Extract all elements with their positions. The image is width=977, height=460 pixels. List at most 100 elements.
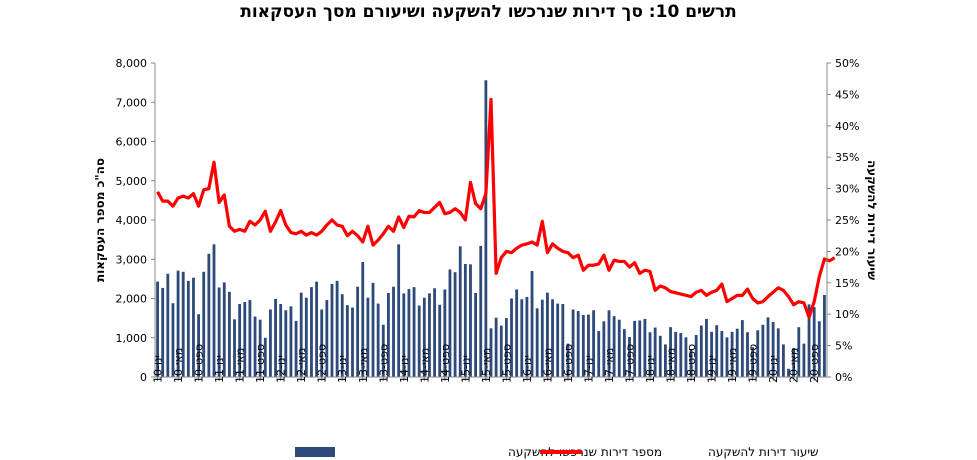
x-tick-label: ינו-11 xyxy=(213,355,226,383)
bar xyxy=(807,304,811,377)
bar xyxy=(510,298,513,377)
x-tick-label: ינו-12 xyxy=(275,355,288,383)
bar xyxy=(612,316,616,377)
left-tick-label: 8,000 xyxy=(116,57,148,70)
x-tick-label: ינו-17 xyxy=(583,355,596,383)
bar xyxy=(499,325,503,377)
x-tick-label: ספט-10 xyxy=(193,344,206,383)
bar xyxy=(633,320,637,377)
bar xyxy=(761,324,765,377)
bar xyxy=(207,253,211,377)
bar xyxy=(474,293,478,377)
bar xyxy=(766,317,770,377)
x-tick-label: מאי-10 xyxy=(172,348,185,383)
x-tick-label: ספט-16 xyxy=(562,344,575,383)
bar xyxy=(504,318,508,377)
right-tick-label: 0% xyxy=(835,371,852,384)
bar xyxy=(684,337,688,377)
bar xyxy=(428,293,431,377)
x-tick-label: ינו-15 xyxy=(459,355,472,383)
x-tick-label: ינו-10 xyxy=(152,355,165,383)
bar xyxy=(366,297,370,377)
investment-rate-line xyxy=(156,97,836,319)
bar xyxy=(628,336,631,377)
left-tick-label: 6,000 xyxy=(116,136,148,149)
right-tick-label: 25% xyxy=(835,214,859,227)
left-tick-label: 3,000 xyxy=(116,253,148,266)
bar xyxy=(797,327,801,377)
bar xyxy=(417,305,421,377)
bar xyxy=(705,318,708,377)
right-tick-label: 15% xyxy=(835,277,859,290)
bar xyxy=(171,303,175,377)
bar xyxy=(602,321,606,377)
left-axis-title: סה"כ מספר העסקאות xyxy=(93,158,107,282)
bar xyxy=(520,299,524,377)
bar xyxy=(335,280,339,377)
bar xyxy=(648,332,652,377)
bar xyxy=(412,287,416,377)
bar xyxy=(345,305,349,377)
bar xyxy=(397,244,401,377)
bar xyxy=(817,321,821,377)
x-tick-label: ספט-20 xyxy=(808,344,821,383)
bar xyxy=(458,246,462,377)
x-tick-label: ינו-13 xyxy=(336,355,349,383)
x-tick-label: מאי-14 xyxy=(418,348,431,383)
bar xyxy=(494,317,498,377)
bar xyxy=(484,80,488,378)
left-tick-label: 0 xyxy=(140,371,147,384)
x-tick-label: מאי-13 xyxy=(357,348,370,383)
x-tick-label: מאי-11 xyxy=(234,348,247,383)
bar xyxy=(530,271,534,377)
bar xyxy=(325,300,329,377)
bar xyxy=(525,296,529,377)
bar xyxy=(802,343,806,377)
bar xyxy=(222,282,226,377)
bar xyxy=(740,320,744,377)
x-tick-label: ספט-11 xyxy=(254,344,267,383)
bar xyxy=(540,299,544,377)
bar xyxy=(776,328,780,377)
bar xyxy=(576,311,580,377)
bar xyxy=(289,306,293,377)
left-tick-label: 2,000 xyxy=(116,293,148,306)
bar xyxy=(253,316,257,377)
bar xyxy=(402,293,406,377)
bar xyxy=(202,271,206,377)
bar xyxy=(725,337,729,377)
bar xyxy=(587,314,590,377)
bar xyxy=(781,344,785,377)
bar xyxy=(330,283,334,377)
bar xyxy=(279,303,283,377)
bar xyxy=(161,287,165,377)
left-tick-labels: 0 1,000 2,000 3,000 4,000 5,000 6,000 7,000 8,00… xyxy=(116,57,155,384)
bar xyxy=(479,245,483,377)
right-tick-label: 5% xyxy=(835,340,852,353)
bar xyxy=(212,244,216,377)
bar xyxy=(469,264,472,377)
bar xyxy=(233,319,236,377)
bar xyxy=(299,292,303,377)
bar xyxy=(243,302,247,377)
bar xyxy=(340,294,344,377)
right-tick-label: 20% xyxy=(835,245,859,258)
bar xyxy=(310,287,313,377)
bar xyxy=(556,303,560,377)
x-tick-label: ינו-20 xyxy=(767,355,780,383)
bar xyxy=(351,307,354,377)
bar xyxy=(315,281,318,377)
x-tick-label: מאי-18 xyxy=(665,348,678,383)
bar xyxy=(561,303,565,377)
bar-series xyxy=(156,80,826,378)
bar xyxy=(443,289,447,377)
bar xyxy=(551,299,554,377)
x-tick-label: ספט-15 xyxy=(500,344,513,383)
right-tick-labels: 0% 5% 10% 15% 20% 25% 30% 35% 40% 45% 50% xyxy=(827,57,859,384)
bar xyxy=(263,337,267,377)
bar xyxy=(361,261,365,377)
bar xyxy=(730,331,734,377)
bar xyxy=(710,331,713,377)
right-tick-label: 10% xyxy=(835,308,859,321)
